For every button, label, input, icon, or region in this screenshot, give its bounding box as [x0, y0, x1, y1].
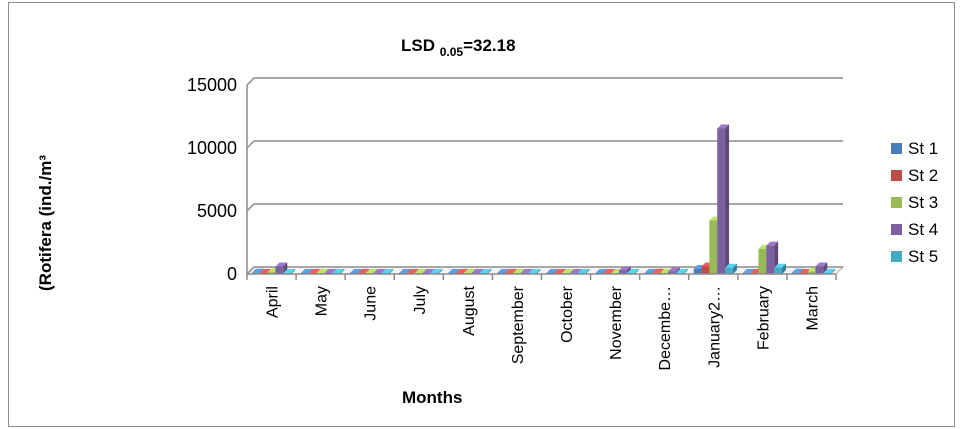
legend-label: St 2: [908, 166, 938, 185]
y-tick-label: 0: [227, 264, 237, 284]
y-tick-label: 10000: [187, 138, 237, 158]
y-axis-title: (Rotifera (ind./m³: [36, 155, 55, 291]
bar: [717, 124, 730, 274]
legend-swatch: [891, 251, 902, 262]
chart-title-main: LSD: [401, 36, 440, 55]
x-tick-label: May: [314, 286, 331, 316]
x-tick-label: Decembe…: [657, 286, 674, 370]
bar: [725, 263, 737, 274]
x-tick-label: October: [559, 285, 576, 343]
chart-title-subscript: 0.05: [440, 45, 464, 59]
bar-chart: 0 5000 10000 15000 April May June July August Se…: [36, 36, 938, 407]
bar: [275, 262, 288, 274]
x-tick-label: November: [608, 285, 625, 359]
x-tick-label: February: [755, 286, 772, 350]
axes: [246, 85, 837, 280]
legend-swatch: [891, 197, 902, 208]
legend-label: St 4: [908, 220, 938, 239]
legend: St 1 St 2 St 3 St 4 St 5: [891, 139, 938, 266]
legend-swatch: [891, 224, 902, 235]
y-tick-label: 15000: [187, 75, 237, 95]
y-tick-labels: 0 5000 10000 15000: [187, 75, 237, 284]
gridline: [246, 266, 843, 275]
x-tick-label: January2…: [706, 286, 723, 368]
x-tick-label: April: [265, 286, 282, 318]
bar: [774, 263, 787, 274]
gridlines: [246, 77, 843, 275]
bars: [251, 124, 836, 274]
x-tick-label: September: [510, 285, 527, 364]
x-axis-title: Months: [402, 388, 462, 407]
bar: [815, 262, 828, 274]
chart-frame: 0 5000 10000 15000 April May June July August Se…: [8, 2, 955, 427]
chart-title: LSD 0.05=32.18: [401, 36, 516, 59]
chart-title-tail: =32.18: [463, 36, 515, 55]
chart-walls: [245, 77, 845, 275]
gridline: [246, 77, 843, 86]
x-tick-label: August: [461, 285, 478, 335]
legend-swatch: [891, 143, 902, 154]
legend-label: St 1: [908, 139, 938, 158]
gridline: [246, 203, 843, 212]
gridline: [246, 140, 843, 149]
x-tick-label: July: [412, 286, 429, 314]
y-tick-label: 5000: [197, 201, 237, 221]
x-tick-label: March: [804, 286, 821, 330]
x-tick-label: June: [363, 286, 380, 321]
x-tick-labels: April May June July August September October No…: [265, 285, 822, 370]
legend-label: St 5: [908, 247, 938, 266]
legend-swatch: [891, 170, 902, 181]
legend-label: St 3: [908, 193, 938, 212]
